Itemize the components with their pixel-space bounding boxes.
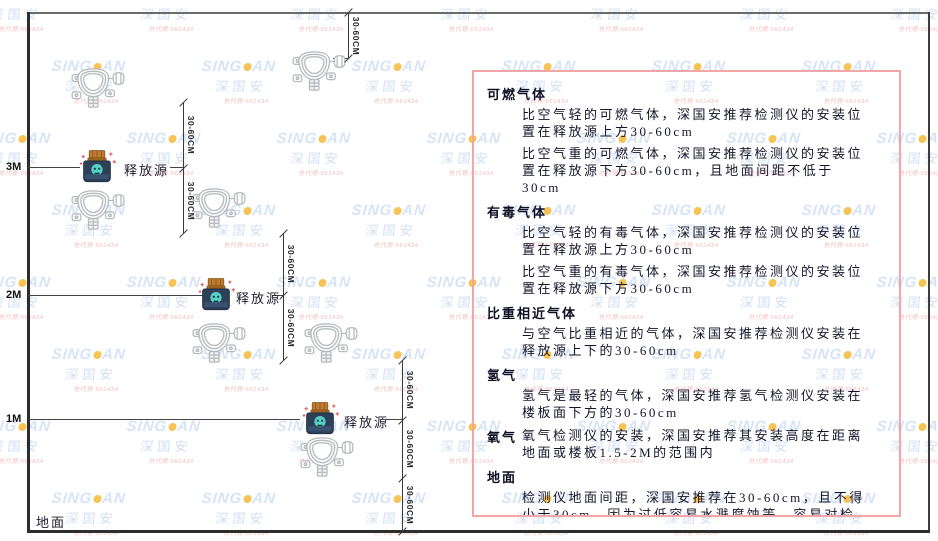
release-source-icon	[301, 401, 339, 437]
gas-detector-icon	[304, 322, 358, 366]
brand-dot-icon	[17, 135, 27, 143]
section-paragraph: 比空气重的可燃气体，深国安推荐检测仪的安装位置在释放源下方30-60cm，且地面…	[522, 146, 864, 195]
brand-dot-icon	[17, 279, 27, 287]
section-paragraph: 氧气检测仪的安装，深国安推荐其安装高度在距离地面或楼板1.5-2M的范围内	[522, 428, 864, 460]
dimension-value: 30-60CM	[286, 308, 296, 348]
section-heading: 有毒气体	[487, 205, 548, 220]
brand-dot-icon	[392, 351, 402, 359]
guideline-panel: 可燃气体比空气轻的可燃气体，深国安推荐检测仪的安装位置在释放源上方30-60cm…	[472, 70, 901, 517]
level-line-3m	[28, 167, 80, 168]
brand-dot-icon	[317, 279, 327, 287]
panel-section: 可燃气体比空气轻的可燃气体，深国安推荐检测仪的安装位置在释放源上方30-60cm…	[487, 84, 885, 196]
dimension-value: 30-60CM	[351, 16, 361, 56]
ground-label: 地面	[36, 515, 67, 530]
connector-3m	[170, 167, 183, 168]
section-heading: 比重相近气体	[487, 306, 578, 321]
release-source-label: 释放源	[236, 291, 282, 306]
release-source-label: 释放源	[124, 163, 170, 178]
level-line-2m	[28, 295, 203, 296]
dimension-value: 30-60CM	[186, 181, 196, 221]
wall-line	[27, 12, 30, 533]
brand-dot-icon	[92, 495, 102, 503]
panel-section: 氢气 氢气是最轻的气体，深国安推荐氢气检测仪安装在楼板面下方的30-60cm	[487, 365, 885, 421]
level-label-3m: 3M	[6, 161, 22, 173]
brand-dot-icon	[917, 279, 927, 287]
brand-dot-icon	[317, 135, 327, 143]
section-heading: 地面	[487, 470, 518, 485]
gas-detector-icon	[192, 187, 246, 231]
section-paragraph: 氢气是最轻的气体，深国安推荐氢气检测仪安装在楼板面下方的30-60cm	[522, 388, 864, 420]
gas-detector-icon	[71, 189, 125, 233]
gas-detector-icon	[300, 436, 354, 480]
dimension-value: 30-60CM	[405, 485, 415, 525]
brand-dot-icon	[917, 135, 927, 143]
section-paragraph: 与空气比重相近的气体，深国安推荐检测仪安装在释放源上下的30-60cm	[522, 326, 864, 358]
panel-section: 比重相近气体与空气比重相近的气体，深国安推荐检测仪安装在释放源上下的30-60c…	[487, 303, 885, 359]
section-paragraph: 比空气轻的可燃气体，深国安推荐检测仪的安装位置在释放源上方30-60cm	[522, 107, 864, 139]
brand-dot-icon	[917, 423, 927, 431]
ground-line	[27, 530, 930, 533]
section-paragraph: 比空气重的有毒气体，深国安推荐检测仪的安装位置在释放源下方30-60cm	[522, 264, 864, 296]
gas-detector-icon	[292, 50, 346, 94]
brand-dot-icon	[242, 495, 252, 503]
section-heading: 氢气	[487, 368, 518, 383]
release-source-icon	[78, 149, 116, 185]
level-label-1m: 1M	[6, 413, 22, 425]
dimension-value: 30-60CM	[186, 115, 196, 155]
gas-detector-icon	[71, 67, 125, 111]
dimension-value: 30-60CM	[286, 244, 296, 284]
gas-detector-icon	[192, 322, 246, 366]
level-line-1m	[28, 419, 300, 420]
release-source-label: 释放源	[344, 415, 390, 430]
brand-dot-icon	[92, 351, 102, 359]
release-source-icon	[197, 277, 235, 313]
level-label-2m: 2M	[6, 289, 22, 301]
brand-dot-icon	[167, 423, 177, 431]
brand-dot-icon	[392, 495, 402, 503]
brand-dot-icon	[242, 63, 252, 71]
right-border-line	[928, 12, 930, 533]
panel-section: 地面 检测仪地面间距，深国安推荐在30-60cm，且不得小于30cm，因为过低容易…	[487, 467, 885, 517]
panel-section: 氧气 氧气检测仪的安装，深国安推荐其安装高度在距离地面或楼板1.5-2M的范围内	[487, 427, 885, 461]
dimension-value: 30-60CM	[405, 429, 415, 469]
brand-dot-icon	[392, 63, 402, 71]
brand-dot-icon	[167, 279, 177, 287]
section-paragraph: 检测仪地面间距，深国安推荐在30-60cm，且不得小于30cm，因为过低容易水溅…	[522, 490, 865, 517]
connector-2m	[272, 295, 283, 296]
ceiling-line	[28, 12, 929, 14]
brand-dot-icon	[392, 207, 402, 215]
connector-1m	[386, 419, 402, 420]
panel-section: 有毒气体比空气轻的有毒气体，深国安推荐检测仪的安装位置在释放源上方30-60cm…	[487, 202, 885, 297]
section-heading: 氧气	[487, 430, 518, 445]
dimension-value: 30-60CM	[405, 370, 415, 410]
brand-dot-icon	[167, 135, 177, 143]
section-heading: 可燃气体	[487, 87, 548, 102]
section-paragraph: 比空气轻的有毒气体，深国安推荐检测仪的安装位置在释放源上方30-60cm	[522, 225, 864, 257]
